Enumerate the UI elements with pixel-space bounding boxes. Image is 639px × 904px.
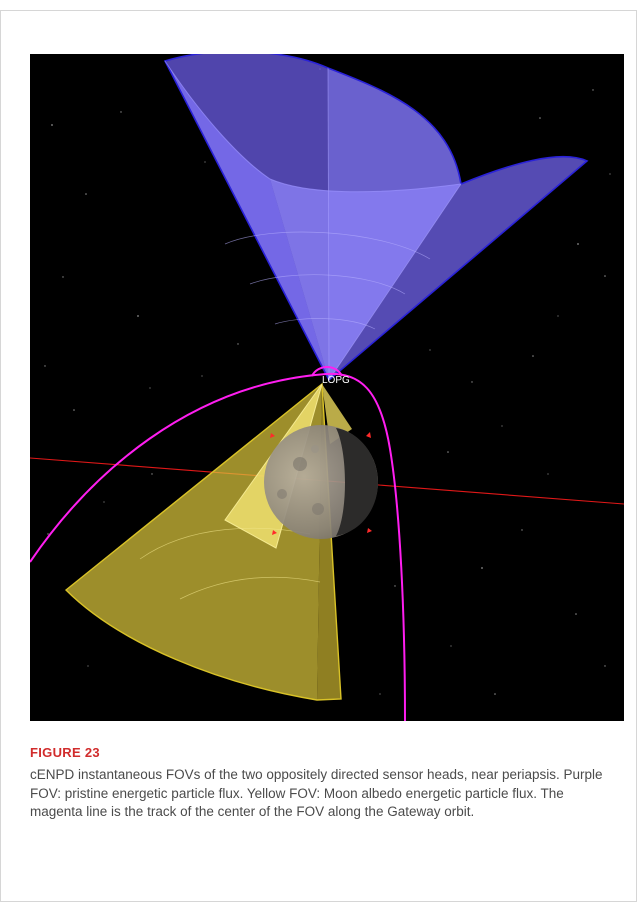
figure-label: FIGURE 23: [30, 745, 100, 760]
figure-caption: cENPD instantaneous FOVs of the two oppo…: [30, 767, 603, 819]
moon: [264, 425, 378, 539]
spacecraft-label: LOPG: [322, 375, 350, 386]
magenta-orbit-loop: [311, 366, 343, 377]
fov-visualization: LOPG: [30, 54, 624, 721]
magenta-orbit-track: [30, 372, 406, 721]
figure-frame: LOPG FIGURE 23 cENPD instantaneous FOVs …: [0, 10, 637, 902]
star-field: [44, 68, 611, 695]
purple-fov: [163, 54, 589, 382]
figure-image: LOPG: [30, 54, 624, 721]
red-markers: [270, 432, 372, 535]
